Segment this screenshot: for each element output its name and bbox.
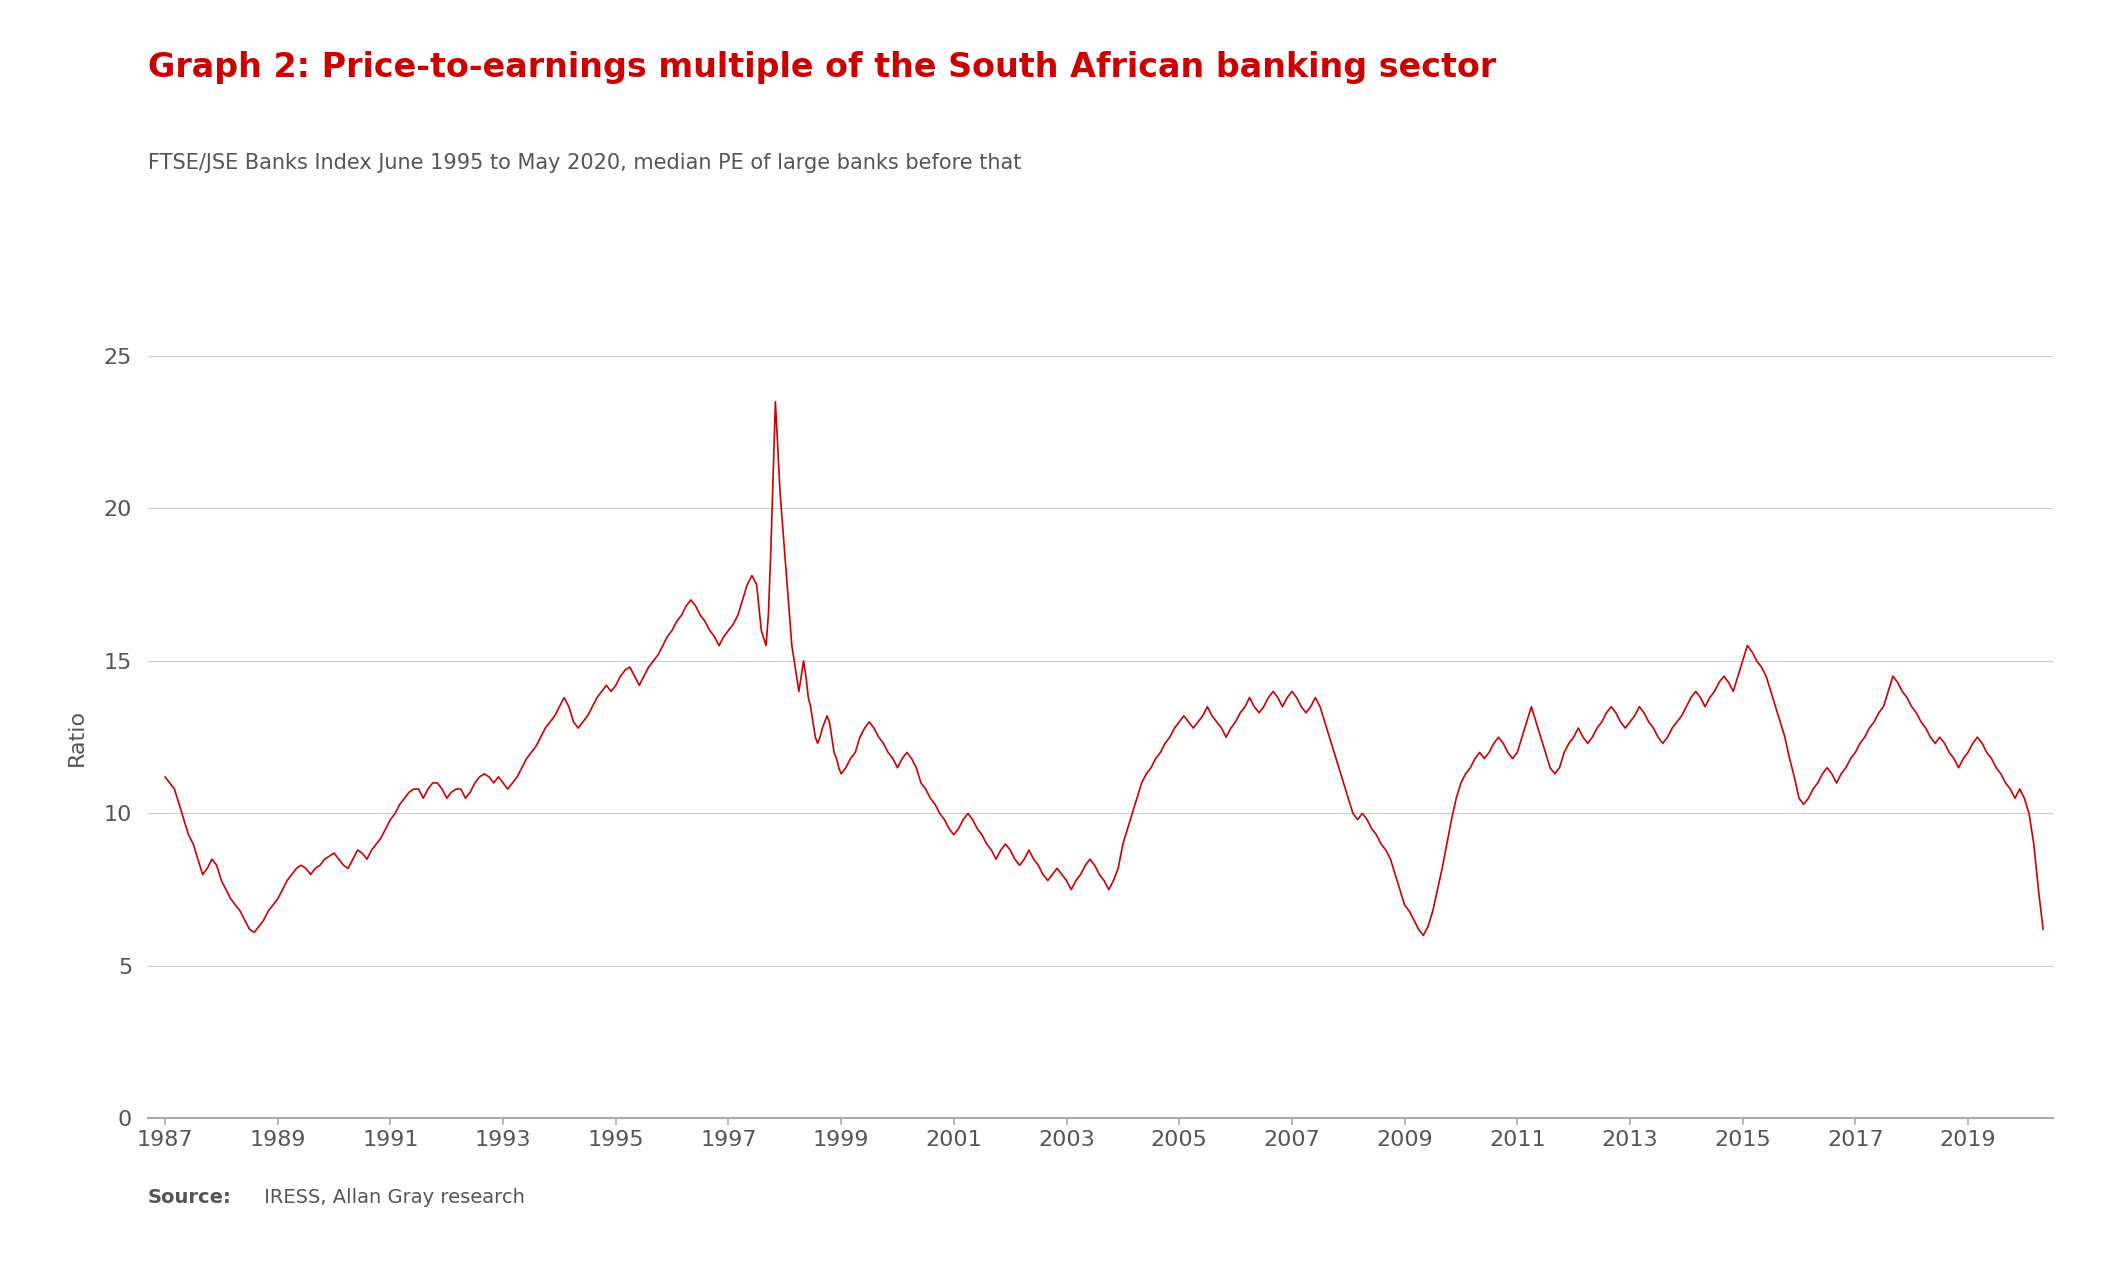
Text: FTSE/JSE Banks Index June 1995 to May 2020, median PE of large banks before that: FTSE/JSE Banks Index June 1995 to May 20… <box>148 153 1022 173</box>
Text: Graph 2: Price-to-earnings multiple of the South African banking sector: Graph 2: Price-to-earnings multiple of t… <box>148 51 1496 84</box>
Text: Source:: Source: <box>148 1188 233 1207</box>
Y-axis label: Ratio: Ratio <box>68 709 87 765</box>
Text: IRESS, Allan Gray research: IRESS, Allan Gray research <box>258 1188 525 1207</box>
